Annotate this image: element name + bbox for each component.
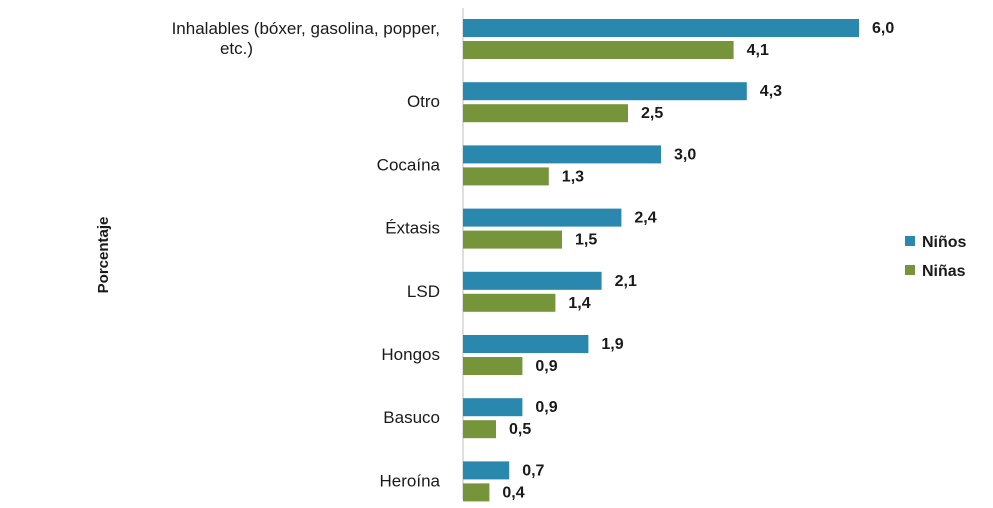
bar-ninos — [463, 398, 523, 417]
value-labels: 6,04,14,32,53,01,32,41,52,11,41,90,90,90… — [502, 20, 894, 501]
data-label: 2,4 — [634, 210, 656, 227]
bar-ninos — [463, 461, 510, 480]
category-label: Heroína — [380, 471, 441, 490]
bar-ninas — [463, 293, 556, 312]
data-label: 1,3 — [562, 168, 584, 185]
category-label: LSD — [407, 282, 440, 301]
data-label: 0,9 — [535, 399, 557, 416]
bar-ninas — [463, 357, 523, 375]
category-label: Hongos — [381, 345, 440, 364]
category-label-line: etc.) — [220, 39, 253, 58]
data-label: 2,1 — [615, 273, 637, 290]
bar-ninos — [463, 19, 859, 37]
bar-ninas — [463, 420, 496, 439]
bar-ninos — [463, 335, 589, 353]
data-label: 4,3 — [760, 83, 782, 100]
data-label: 0,4 — [502, 484, 524, 501]
category-label: Basuco — [383, 408, 440, 427]
category-label: Inhalables (bóxer, gasolina, popper, etc.… — [172, 19, 440, 58]
legend-label: Niños — [922, 234, 967, 251]
data-label: 1,9 — [601, 336, 623, 353]
legend-label: Niñas — [922, 263, 966, 280]
bar-ninas — [463, 104, 628, 123]
bar-ninos — [463, 271, 602, 290]
category-label-line: Inhalables (bóxer, gasolina, popper, — [172, 19, 440, 38]
category-label: Cocaína — [377, 155, 441, 174]
data-label: 3,0 — [674, 146, 696, 163]
bar-ninos — [463, 82, 747, 101]
category-label: Otro — [407, 92, 440, 111]
bar-ninas — [463, 167, 549, 186]
bar-ninas — [463, 230, 562, 249]
legend-swatch — [905, 236, 915, 246]
y-axis-label: Porcentaje — [95, 217, 112, 294]
data-label: 1,5 — [575, 232, 597, 249]
data-label: 0,5 — [509, 421, 531, 438]
bar-ninos — [463, 208, 622, 227]
category-label: Éxtasis — [385, 219, 440, 238]
category-labels: Inhalables (bóxer, gasolina, popper, etc.… — [172, 19, 441, 490]
data-label: 0,7 — [522, 462, 544, 479]
data-label: 6,0 — [872, 20, 894, 37]
data-label: 1,4 — [568, 295, 590, 312]
legend-swatch — [905, 265, 915, 275]
data-label: 0,9 — [535, 358, 557, 375]
data-label: 2,5 — [641, 105, 663, 122]
legend: Niños Niñas — [905, 234, 967, 280]
bar-ninos — [463, 145, 661, 164]
bar-ninas — [463, 483, 490, 502]
bars — [463, 19, 859, 502]
bar-ninas — [463, 41, 734, 59]
data-label: 4,1 — [747, 42, 769, 59]
